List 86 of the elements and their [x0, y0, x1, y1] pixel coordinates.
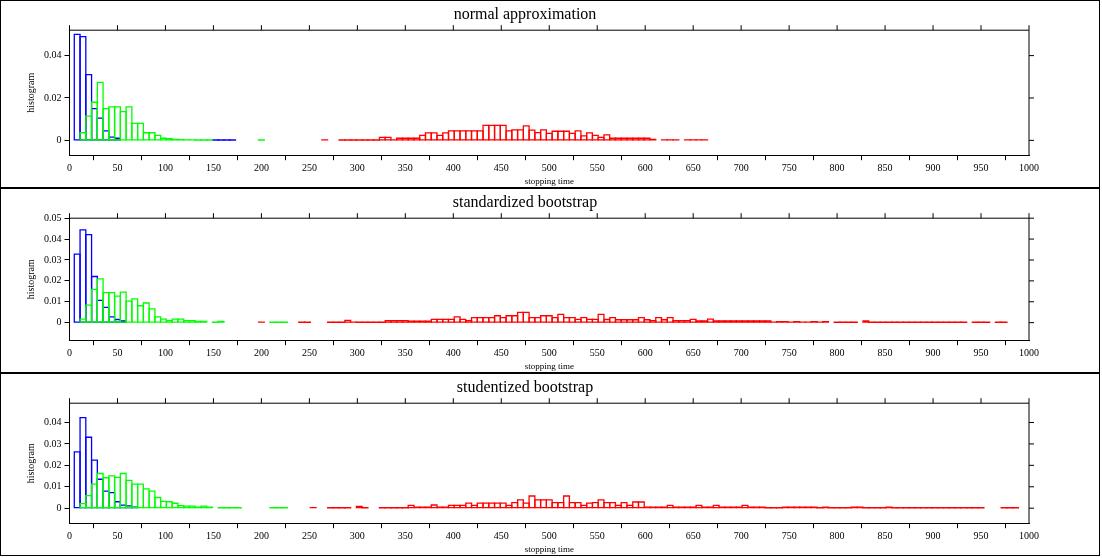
y-tick-label: 0.04 [44, 49, 62, 61]
x-tick-label: 350 [397, 161, 413, 173]
x-tick-label: 850 [877, 529, 893, 541]
x-tick-label: 250 [301, 346, 317, 358]
x-tick-label: 300 [349, 346, 365, 358]
x-tick-label: 600 [637, 161, 653, 173]
x-tick-label: 350 [397, 346, 413, 358]
x-tick-label: 900 [925, 346, 941, 358]
chart-title: standardized bootstrap [452, 192, 598, 211]
y-tick-label: 0.02 [44, 91, 62, 103]
x-tick-label: 950 [973, 346, 989, 358]
x-tick-label: 550 [589, 161, 605, 173]
x-axis-title: stopping time [524, 175, 574, 186]
x-tick-label: 650 [685, 529, 701, 541]
y-tick-label: 0.04 [44, 416, 62, 428]
x-tick-label: 700 [733, 346, 749, 358]
x-axis-title: stopping time [524, 543, 574, 554]
x-tick-label: 50 [112, 346, 123, 358]
y-tick-label: 0.01 [44, 295, 62, 307]
x-tick-label: 750 [781, 346, 797, 358]
x-axis-title: stopping time [524, 360, 574, 371]
x-tick-label: 550 [589, 529, 605, 541]
x-tick-label: 600 [637, 529, 653, 541]
x-tick-label: 650 [685, 161, 701, 173]
x-tick-label: 700 [733, 161, 749, 173]
y-axis-title: histogram [24, 258, 36, 300]
x-tick-label: 200 [253, 346, 269, 358]
x-tick-label: 700 [733, 529, 749, 541]
y-tick-label: 0.01 [44, 480, 62, 492]
x-tick-label: 450 [493, 346, 509, 358]
x-tick-label: 800 [829, 161, 845, 173]
x-tick-label: 350 [397, 529, 413, 541]
x-tick-label: 200 [253, 529, 269, 541]
x-tick-label: 950 [973, 529, 989, 541]
x-tick-label: 1000 [1019, 529, 1039, 541]
x-tick-label: 0 [67, 529, 72, 541]
x-tick-label: 150 [205, 346, 221, 358]
x-tick-label: 50 [112, 161, 123, 173]
x-tick-label: 550 [589, 346, 605, 358]
x-tick-label: 250 [301, 529, 317, 541]
x-tick-label: 400 [445, 529, 461, 541]
y-axis-title: histogram [24, 72, 36, 113]
x-tick-label: 100 [157, 161, 173, 173]
x-tick-label: 450 [493, 161, 509, 173]
chart-title: studentized bootstrap [456, 377, 594, 396]
y-tick-label: 0 [56, 501, 62, 513]
x-tick-label: 50 [112, 529, 123, 541]
x-tick-label: 450 [493, 529, 509, 541]
y-tick-label: 0.03 [44, 253, 62, 265]
y-tick-label: 0.04 [44, 232, 62, 244]
x-tick-label: 800 [829, 346, 845, 358]
x-tick-label: 500 [541, 161, 557, 173]
x-tick-label: 300 [349, 161, 365, 173]
y-axis-title: histogram [24, 442, 36, 484]
x-tick-label: 850 [877, 346, 893, 358]
x-tick-label: 250 [301, 161, 317, 173]
x-tick-label: 900 [925, 529, 941, 541]
x-tick-label: 750 [781, 529, 797, 541]
chart-title: normal approximation [453, 4, 597, 23]
x-tick-label: 150 [205, 529, 221, 541]
x-tick-label: 500 [541, 529, 557, 541]
x-tick-label: 0 [67, 346, 72, 358]
x-tick-label: 200 [253, 161, 269, 173]
y-tick-label: 0.02 [44, 274, 62, 286]
x-tick-label: 600 [637, 346, 653, 358]
y-tick-label: 0 [56, 133, 62, 145]
x-tick-label: 100 [157, 529, 173, 541]
x-tick-label: 1000 [1019, 346, 1039, 358]
x-tick-label: 650 [685, 346, 701, 358]
x-tick-label: 850 [877, 161, 893, 173]
x-tick-label: 750 [781, 161, 797, 173]
x-tick-label: 900 [925, 161, 941, 173]
x-tick-label: 800 [829, 529, 845, 541]
x-tick-label: 400 [445, 161, 461, 173]
y-tick-label: 0.03 [44, 437, 62, 449]
x-tick-label: 950 [973, 161, 989, 173]
x-tick-label: 300 [349, 529, 365, 541]
y-tick-label: 0 [56, 316, 62, 328]
x-tick-label: 1000 [1019, 161, 1039, 173]
x-tick-label: 100 [157, 346, 173, 358]
x-tick-label: 500 [541, 346, 557, 358]
x-tick-label: 0 [67, 161, 72, 173]
y-tick-label: 0.05 [44, 211, 62, 223]
x-tick-label: 400 [445, 346, 461, 358]
y-tick-label: 0.02 [44, 458, 62, 470]
x-tick-label: 150 [205, 161, 221, 173]
